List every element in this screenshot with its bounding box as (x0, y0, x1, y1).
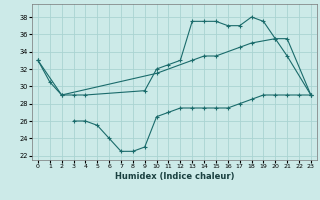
X-axis label: Humidex (Indice chaleur): Humidex (Indice chaleur) (115, 172, 234, 181)
